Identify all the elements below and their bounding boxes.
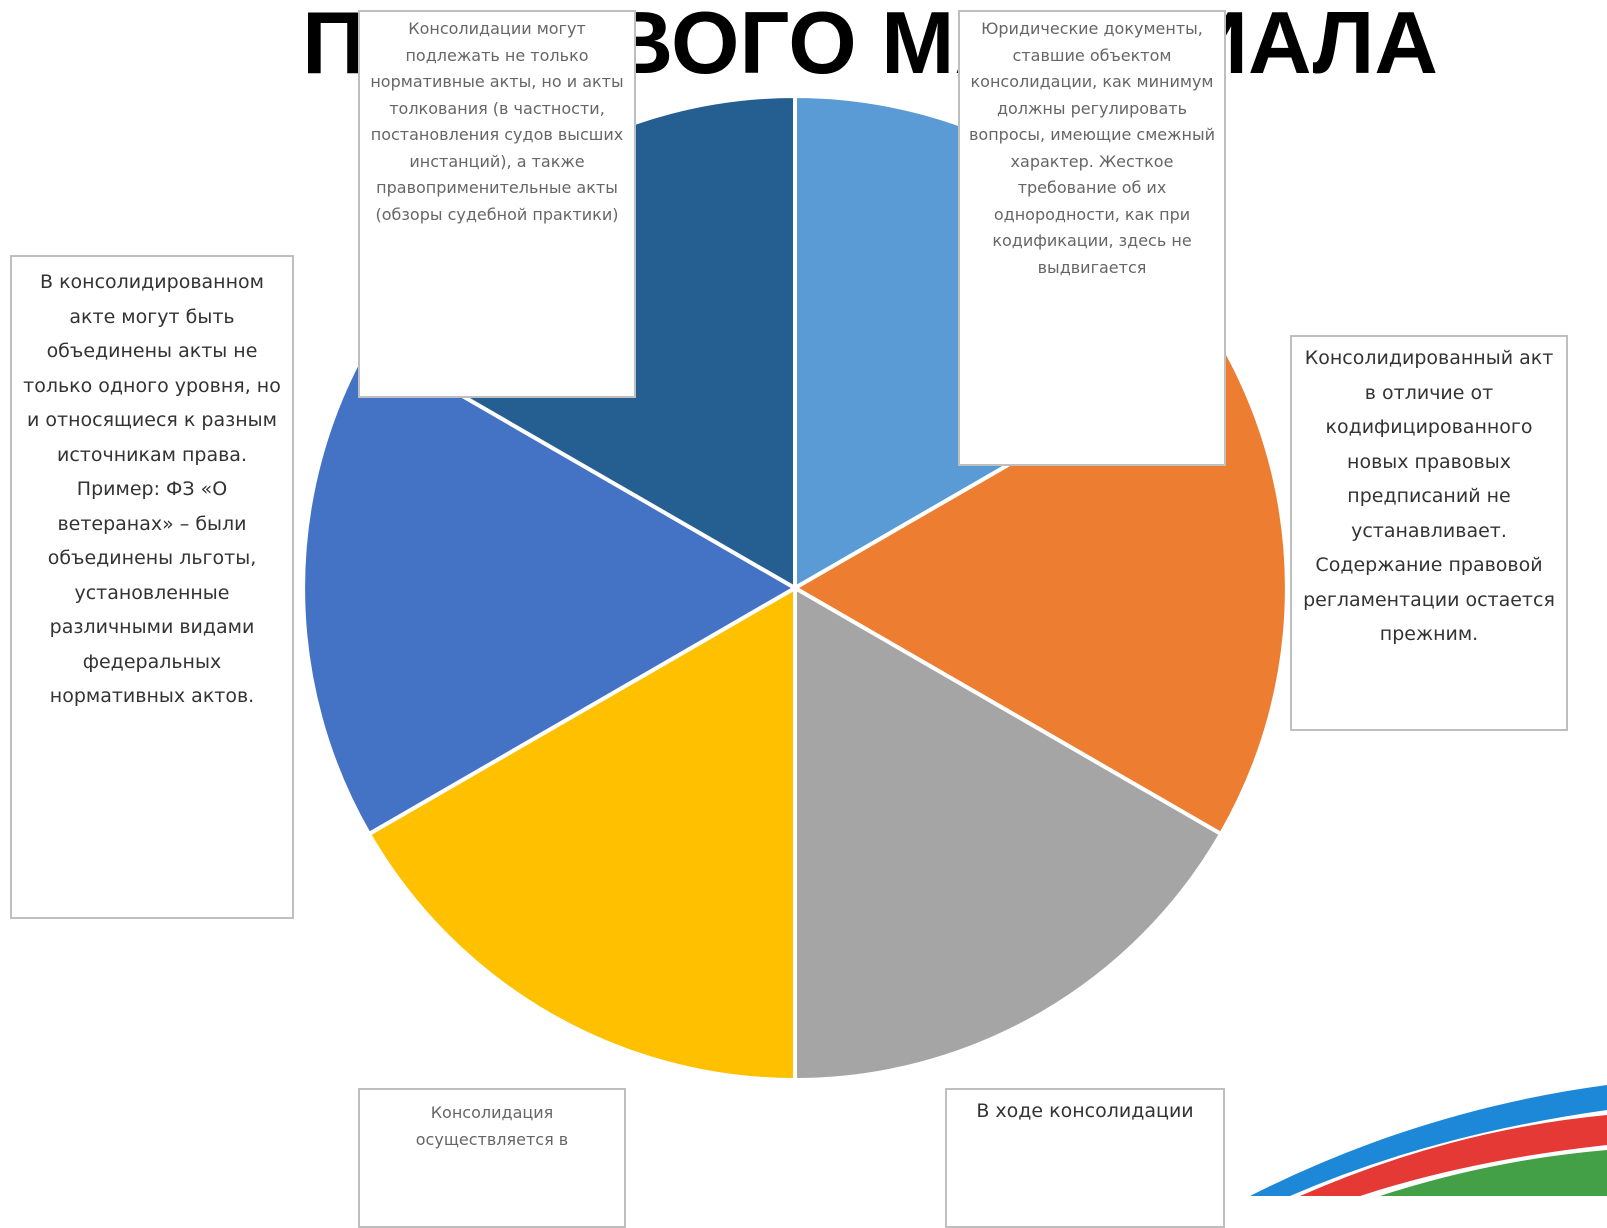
text-box: Консолидации могут подлежать не только н… bbox=[358, 10, 636, 398]
logo bbox=[1250, 1085, 1607, 1196]
slide: ПРАВОВОГО МАТЕРИАЛА Консолидации могут п… bbox=[0, 0, 1607, 1196]
text-box: Консолидация осуществляется в bbox=[358, 1088, 626, 1228]
text-box: Консолидированный акт в отличие от кодиф… bbox=[1290, 335, 1568, 731]
text-box: В консолидированном акте могут быть объе… bbox=[10, 255, 294, 919]
text-box: Юридические документы, ставшие объектом … bbox=[958, 10, 1226, 466]
text-box: В ходе консолидации bbox=[945, 1088, 1225, 1228]
